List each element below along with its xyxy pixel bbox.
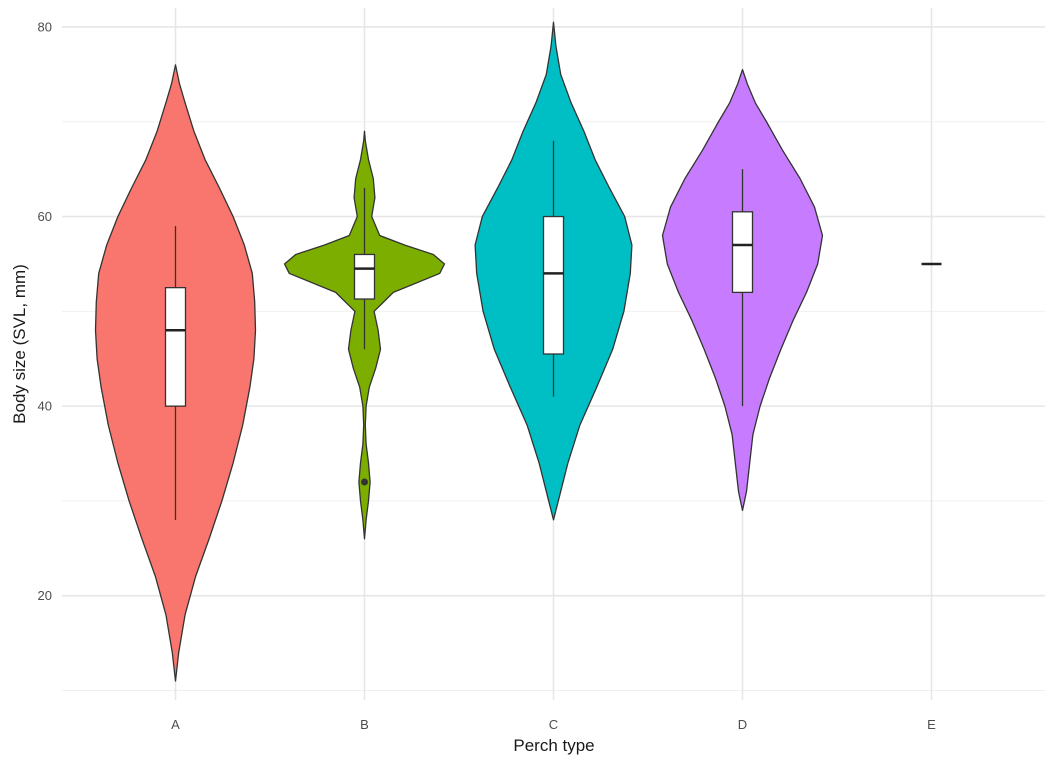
boxplot-box-C xyxy=(542,215,565,355)
y-tick-label-80: 80 xyxy=(38,19,52,34)
x-tick-label-A: A xyxy=(171,717,180,732)
violins xyxy=(94,21,824,682)
x-axis-tick-labels: A B C D E xyxy=(171,717,936,732)
x-tick-label-B: B xyxy=(360,717,369,732)
boxplot-box-B xyxy=(353,253,376,300)
boxplots xyxy=(164,140,942,520)
boxplot-box-D xyxy=(731,211,754,294)
outlier-B-0 xyxy=(361,478,368,486)
y-tick-label-60: 60 xyxy=(38,209,52,224)
y-axis-tick-labels: 20 40 60 80 xyxy=(38,19,52,603)
y-tick-label-40: 40 xyxy=(38,399,52,414)
x-axis-title: Perch type xyxy=(513,736,594,755)
y-axis-title: Body size (SVL, mm) xyxy=(10,264,29,424)
x-tick-label-C: C xyxy=(549,717,558,732)
x-tick-label-D: D xyxy=(738,717,747,732)
y-tick-label-20: 20 xyxy=(38,588,52,603)
x-tick-label-E: E xyxy=(927,717,936,732)
boxplot-box-A xyxy=(164,286,187,407)
